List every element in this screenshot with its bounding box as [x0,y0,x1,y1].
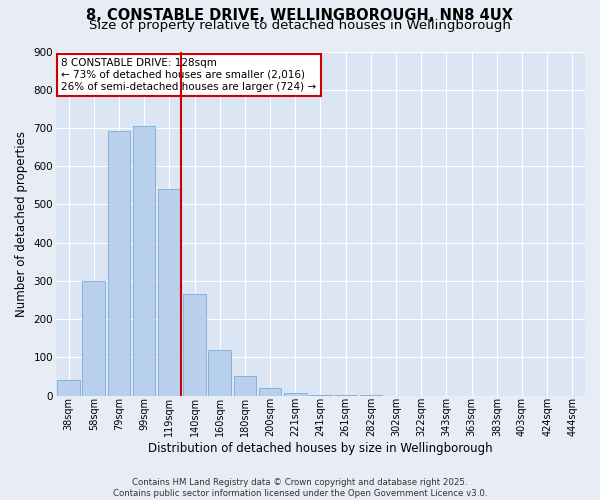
X-axis label: Distribution of detached houses by size in Wellingborough: Distribution of detached houses by size … [148,442,493,455]
Text: Contains HM Land Registry data © Crown copyright and database right 2025.
Contai: Contains HM Land Registry data © Crown c… [113,478,487,498]
Bar [233,376,256,396]
Bar [183,294,206,396]
Bar [133,126,155,396]
Y-axis label: Number of detached properties: Number of detached properties [15,130,28,316]
Text: 8 CONSTABLE DRIVE: 128sqm
← 73% of detached houses are smaller (2,016)
26% of se: 8 CONSTABLE DRIVE: 128sqm ← 73% of detac… [61,58,316,92]
Text: Size of property relative to detached houses in Wellingborough: Size of property relative to detached ho… [89,19,511,32]
Bar [158,189,181,396]
Bar [259,388,281,396]
Bar [284,392,307,396]
Bar [82,281,105,396]
Bar [107,130,130,396]
Bar [309,394,332,396]
Bar [334,395,357,396]
Bar [57,380,80,396]
Text: 8, CONSTABLE DRIVE, WELLINGBOROUGH, NN8 4UX: 8, CONSTABLE DRIVE, WELLINGBOROUGH, NN8 … [86,8,514,22]
Bar [208,350,231,396]
